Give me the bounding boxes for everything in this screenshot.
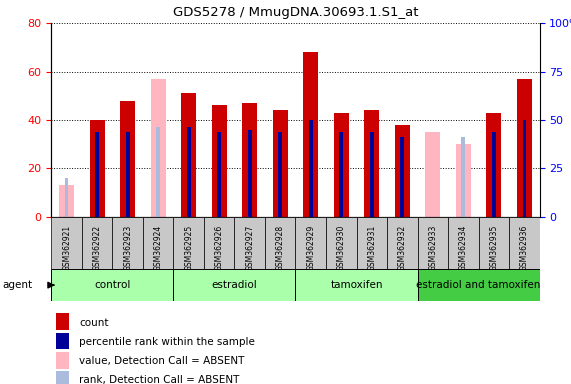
Bar	[522, 120, 526, 217]
Bar	[120, 101, 135, 217]
Bar	[59, 185, 74, 217]
FancyBboxPatch shape	[417, 269, 540, 301]
Text: GSM362923: GSM362923	[123, 225, 132, 271]
Text: count: count	[79, 318, 109, 328]
FancyBboxPatch shape	[296, 269, 417, 301]
Text: GSM362936: GSM362936	[520, 225, 529, 271]
Bar	[57, 371, 69, 384]
Bar	[517, 79, 532, 217]
FancyBboxPatch shape	[174, 269, 296, 301]
Text: rank, Detection Call = ABSENT: rank, Detection Call = ABSENT	[79, 375, 240, 384]
Bar	[425, 132, 440, 217]
Bar	[461, 137, 465, 217]
Bar	[456, 144, 471, 217]
Text: GSM362930: GSM362930	[337, 225, 346, 271]
FancyBboxPatch shape	[387, 217, 417, 269]
Text: GSM362927: GSM362927	[245, 225, 254, 271]
Bar	[248, 130, 252, 217]
Bar	[333, 113, 349, 217]
Bar	[309, 120, 312, 217]
FancyBboxPatch shape	[478, 217, 509, 269]
Bar	[57, 333, 69, 349]
FancyBboxPatch shape	[296, 217, 326, 269]
Bar	[95, 132, 99, 217]
FancyBboxPatch shape	[82, 217, 112, 269]
Text: GSM362931: GSM362931	[367, 225, 376, 271]
Bar	[126, 132, 130, 217]
FancyBboxPatch shape	[448, 217, 478, 269]
Text: GSM362933: GSM362933	[428, 225, 437, 271]
Title: GDS5278 / MmugDNA.30693.1.S1_at: GDS5278 / MmugDNA.30693.1.S1_at	[173, 6, 418, 19]
Bar	[242, 103, 258, 217]
Bar	[65, 178, 69, 217]
Text: GSM362926: GSM362926	[215, 225, 224, 271]
Text: GSM362929: GSM362929	[306, 225, 315, 271]
Bar	[57, 313, 69, 330]
Text: GSM362928: GSM362928	[276, 225, 285, 271]
Text: GSM362922: GSM362922	[93, 225, 102, 271]
Bar	[57, 352, 69, 369]
Text: control: control	[94, 280, 131, 290]
FancyBboxPatch shape	[417, 217, 448, 269]
Bar	[364, 110, 379, 217]
Text: tamoxifen: tamoxifen	[330, 280, 383, 290]
Bar	[486, 113, 501, 217]
Bar	[461, 142, 465, 217]
FancyBboxPatch shape	[326, 217, 356, 269]
Bar	[279, 132, 282, 217]
FancyBboxPatch shape	[51, 217, 82, 269]
FancyBboxPatch shape	[356, 217, 387, 269]
FancyBboxPatch shape	[174, 217, 204, 269]
Text: GSM362932: GSM362932	[398, 225, 407, 271]
Text: percentile rank within the sample: percentile rank within the sample	[79, 337, 255, 347]
Bar	[212, 106, 227, 217]
Bar	[370, 132, 373, 217]
Text: GSM362925: GSM362925	[184, 225, 193, 271]
Bar	[339, 132, 343, 217]
Bar	[395, 125, 410, 217]
Bar	[272, 110, 288, 217]
FancyBboxPatch shape	[509, 217, 540, 269]
Bar	[156, 127, 160, 217]
FancyBboxPatch shape	[204, 217, 235, 269]
Bar	[492, 132, 496, 217]
Text: GSM362924: GSM362924	[154, 225, 163, 271]
FancyBboxPatch shape	[143, 217, 174, 269]
FancyBboxPatch shape	[265, 217, 296, 269]
Bar	[400, 137, 404, 217]
Text: estradiol: estradiol	[212, 280, 258, 290]
Text: agent: agent	[3, 280, 33, 290]
Bar	[181, 93, 196, 217]
Text: GSM362935: GSM362935	[489, 225, 498, 271]
Bar	[90, 120, 105, 217]
Text: value, Detection Call = ABSENT: value, Detection Call = ABSENT	[79, 356, 245, 366]
FancyBboxPatch shape	[112, 217, 143, 269]
Text: estradiol and tamoxifen: estradiol and tamoxifen	[416, 280, 541, 290]
Bar	[218, 132, 221, 217]
Bar	[187, 127, 191, 217]
FancyBboxPatch shape	[51, 269, 174, 301]
Bar	[303, 52, 319, 217]
Text: GSM362921: GSM362921	[62, 225, 71, 271]
Bar	[151, 79, 166, 217]
FancyBboxPatch shape	[235, 217, 265, 269]
Text: GSM362934: GSM362934	[459, 225, 468, 271]
